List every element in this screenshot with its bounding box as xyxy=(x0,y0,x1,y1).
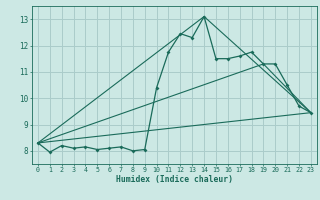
X-axis label: Humidex (Indice chaleur): Humidex (Indice chaleur) xyxy=(116,175,233,184)
